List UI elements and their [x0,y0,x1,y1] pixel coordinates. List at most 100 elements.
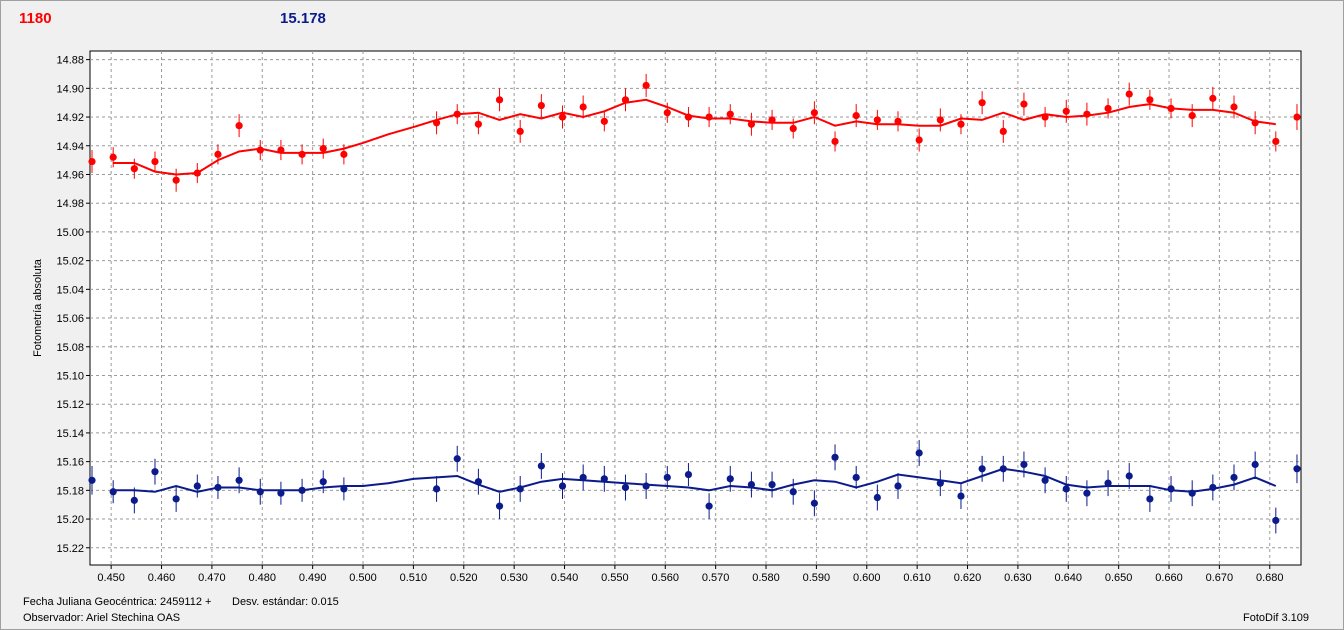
x-tick-label: 0.570 [702,572,730,584]
data-point [109,153,117,161]
x-tick-label: 0.610 [903,572,931,584]
data-point [579,103,587,111]
x-tick-label: 0.580 [752,572,780,584]
data-point [579,473,587,482]
data-point [88,157,96,166]
x-tick-label: 0.590 [803,572,831,584]
x-tick-label: 0.680 [1256,572,1284,584]
data-point [277,146,285,154]
red-series-value: 1180 [19,10,52,27]
data-point [747,120,756,128]
data-point [789,488,797,496]
y-tick-label: 14.98 [56,198,84,210]
data-point [88,476,96,484]
data-point [726,110,734,118]
data-point [1104,104,1112,113]
data-point [915,449,923,457]
data-point [600,475,608,483]
y-tick-label: 14.90 [56,83,84,95]
data-point [1125,90,1133,98]
x-tick-label: 0.520 [450,572,478,584]
data-point [663,109,671,117]
data-point [1020,100,1028,108]
data-point [495,502,504,510]
data-point [537,101,545,110]
julian-date-label: Fecha Juliana Geocéntrica: 2459112 + [23,596,212,608]
y-tick-label: 14.92 [56,112,84,124]
data-point [1146,96,1154,104]
data-point [193,482,201,490]
data-point [1251,119,1259,127]
data-point [1167,104,1175,113]
photometry-chart: 0.450 0.460 0.470 0.480 0.490 0.500 0.510 0.520… [32,50,1302,584]
data-point [747,480,756,489]
plot-area [89,50,1302,566]
data-point [172,176,180,184]
y-axis-label: Fotometría absoluta [32,258,44,357]
data-point [957,120,965,128]
data-point [978,99,986,107]
y-tick-label: 15.22 [56,543,84,555]
data-point [957,492,965,500]
x-tick-label: 0.480 [249,572,277,584]
data-point [873,493,881,502]
y-tick-label: 15.04 [56,284,84,296]
data-point [1104,479,1112,487]
data-point [1293,465,1301,473]
data-point [600,117,608,125]
blue-series-value: 15.178 [280,10,326,27]
data-point [151,468,159,476]
data-point [1083,110,1091,118]
data-point [642,482,650,490]
data-point [1230,103,1238,111]
data-point [453,455,461,463]
data-point [726,475,734,483]
data-point [1272,516,1280,525]
data-point [151,157,159,166]
data-point [999,465,1007,473]
data-point [1167,485,1175,493]
y-tick-label: 15.20 [56,514,84,526]
data-point [256,488,264,496]
data-point [193,169,201,177]
data-point [705,502,713,510]
data-point [873,116,881,124]
data-point [1272,137,1280,146]
data-point [621,483,630,492]
data-point [298,150,306,158]
data-point [298,486,306,494]
data-point [663,473,671,482]
x-tick-label: 0.510 [400,572,428,584]
data-point [705,113,713,121]
data-point [831,137,839,146]
data-point [1041,476,1049,484]
data-point [495,96,504,104]
x-tick-label: 0.660 [1155,572,1183,584]
x-tick-label: 0.550 [601,572,629,584]
data-point [537,462,545,470]
data-point [1041,113,1049,121]
x-tick-label: 0.500 [349,572,377,584]
data-point [1209,483,1217,492]
x-tick-label: 0.530 [500,572,528,584]
data-point [256,146,264,154]
x-tick-label: 0.620 [954,572,982,584]
data-point [319,478,327,486]
data-point [1146,495,1154,503]
data-point [810,109,818,117]
data-point [894,482,902,490]
x-tick-label: 0.560 [652,572,680,584]
y-tick-label: 15.18 [56,485,84,497]
observer-label: Observador: Ariel Stechina OAS [23,612,181,624]
data-point [894,117,902,125]
data-point [1083,489,1091,497]
std-dev-label: Desv. estándar: 0.015 [232,596,339,608]
data-point [340,485,348,493]
data-point [1188,489,1196,497]
data-point [852,112,860,120]
data-point [235,476,243,484]
x-tick-label: 0.490 [299,572,327,584]
data-point [109,488,117,496]
x-tick-label: 0.470 [198,572,226,584]
data-point [432,119,441,127]
